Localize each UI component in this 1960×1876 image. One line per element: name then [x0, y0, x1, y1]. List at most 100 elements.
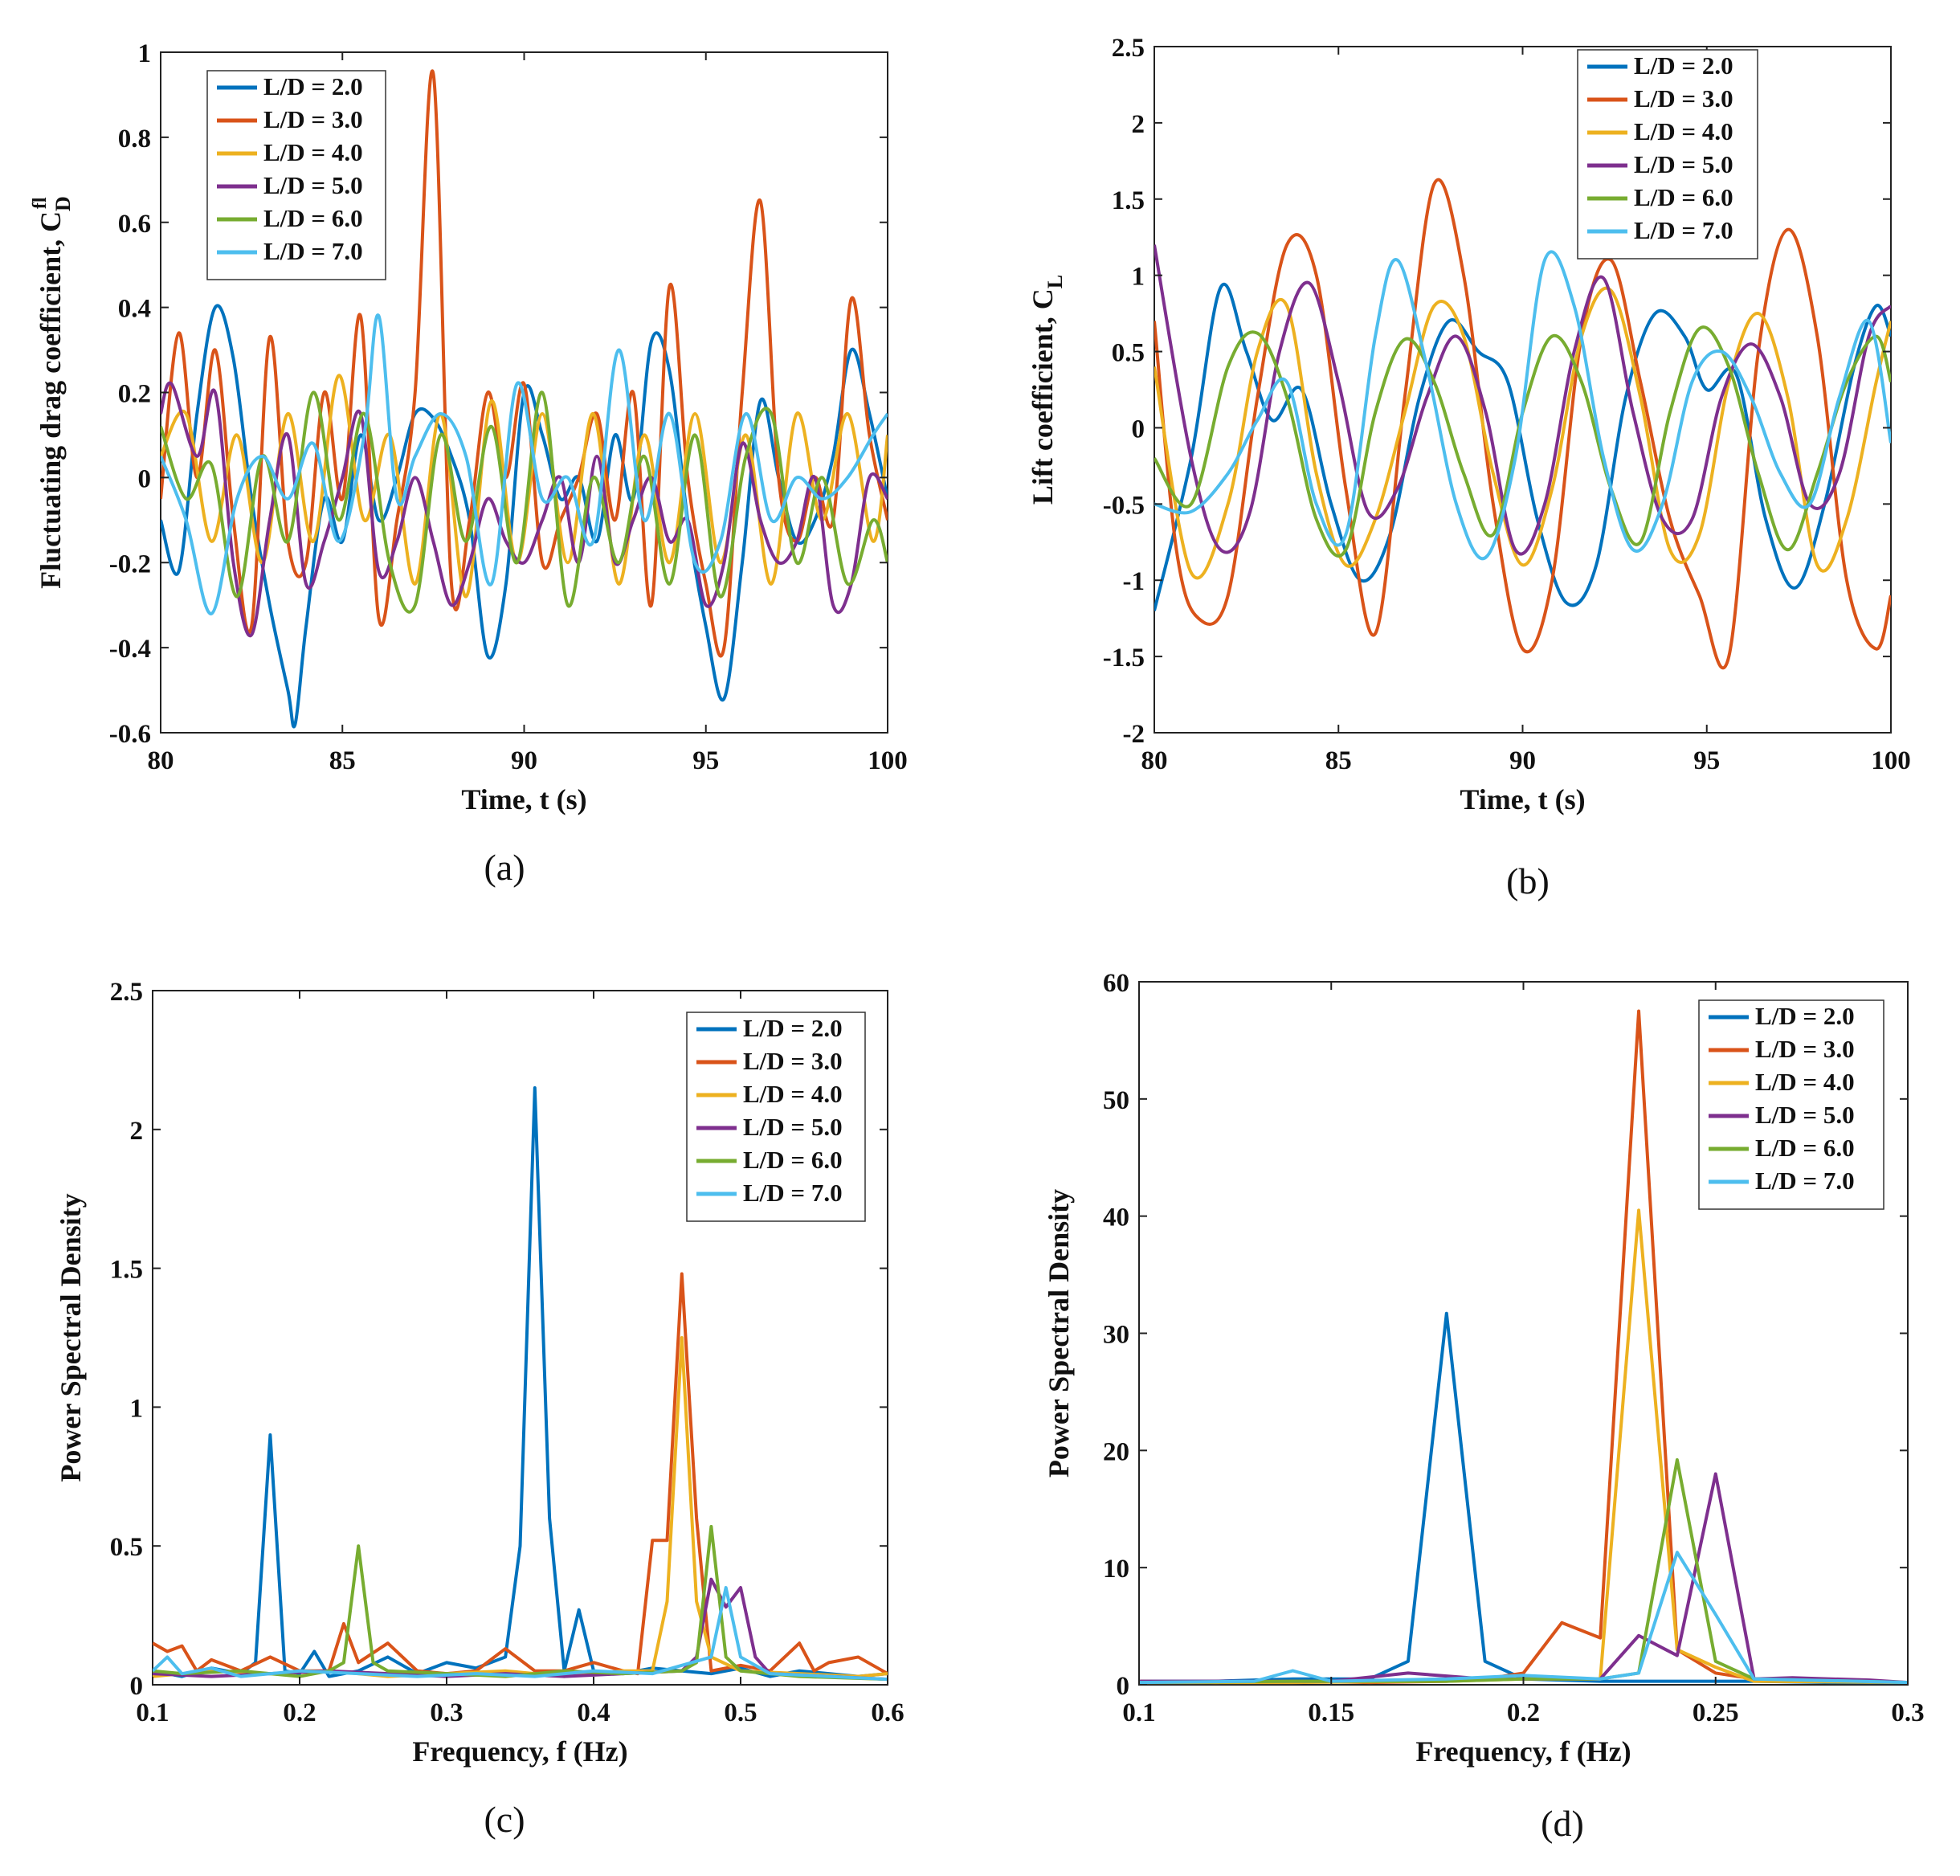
legend-label-d-1: L/D = 2.0	[1755, 1002, 1855, 1030]
y-tick-label-d: 30	[1103, 1321, 1129, 1350]
y-tick-label-c: 2.5	[110, 978, 143, 1007]
x-tick-label-a: 90	[511, 746, 537, 775]
y-axis-label-main-a: Fluctuating drag coefficient, C	[35, 211, 67, 589]
y-axis-label-b: Lift coefficient, CL	[1027, 275, 1067, 505]
y-axis-label-d: Power Spectral Density	[1043, 1189, 1075, 1478]
legend-box-d	[1698, 999, 1884, 1210]
legend-label-c-2: L/D = 3.0	[743, 1047, 843, 1075]
legend-label-a-1: L/D = 2.0	[263, 72, 363, 100]
x-axis-label-a: Time, t (s)	[461, 783, 586, 815]
legend-label-c-5: L/D = 6.0	[743, 1146, 843, 1174]
series-line-b-3	[1154, 286, 1891, 580]
legend-label-a-5: L/D = 6.0	[263, 204, 363, 232]
y-tick-label-b: 2.5	[1112, 34, 1145, 63]
y-tick-label-b: 1	[1132, 263, 1145, 292]
legend-label-d-5: L/D = 6.0	[1755, 1134, 1855, 1162]
y-tick-label-d: 0	[1117, 1672, 1130, 1701]
y-tick-label-c: 0	[130, 1672, 144, 1701]
x-tick-label-c: 0.6	[871, 1698, 904, 1727]
y-tick-label-a: 0.2	[118, 380, 151, 409]
y-axis-label-a: Fluctuating drag coefficient, CDfl	[30, 196, 75, 589]
y-tick-label-b: -0.5	[1103, 491, 1145, 520]
legend-label-d-4: L/D = 5.0	[1755, 1101, 1855, 1129]
legend-label-d-3: L/D = 4.0	[1755, 1068, 1855, 1096]
series-line-b-2	[1154, 178, 1891, 670]
x-axis-label-b: Time, t (s)	[1460, 783, 1585, 815]
y-axis-label-sup-a: fl	[30, 197, 51, 209]
caption-d: (d)	[1541, 1803, 1584, 1844]
x-axis-label-d: Frequency, f (Hz)	[1415, 1735, 1631, 1768]
y-tick-label-c: 1.5	[110, 1256, 143, 1285]
legend-box-b	[1577, 49, 1758, 260]
caption-b: (b)	[1506, 860, 1550, 901]
series-line-d-6	[1139, 1551, 1908, 1685]
y-tick-label-c: 0.5	[110, 1533, 143, 1562]
legend-box-c	[686, 1012, 866, 1222]
y-tick-label-b: -1	[1123, 567, 1145, 596]
plot-area-b	[1154, 46, 1892, 734]
series-line-b-6	[1154, 250, 1891, 561]
chart-d: 0.1 0.15 0.2 0.25 0.3 0 10 20 30 40 50 60 Frequency,…	[1043, 969, 1925, 1844]
legend-box-a	[206, 70, 386, 280]
series-group-c	[153, 1085, 888, 1682]
x-axis-label-c: Frequency, f (Hz)	[412, 1735, 627, 1768]
x-tick-label-d: 0.3	[1891, 1698, 1924, 1727]
legend-label-a-4: L/D = 5.0	[263, 171, 363, 199]
series-group-b	[1154, 178, 1891, 670]
x-tick-label-c: 0.1	[136, 1698, 169, 1727]
legend-label-a-3: L/D = 4.0	[263, 138, 363, 166]
x-tick-label-c: 0.2	[283, 1698, 316, 1727]
series-line-d-3	[1139, 1208, 1908, 1685]
legend-label-b-1: L/D = 2.0	[1634, 51, 1733, 80]
series-line-d-5	[1139, 1458, 1908, 1685]
x-tick-label-d: 0.1	[1122, 1698, 1155, 1727]
legend-label-b-2: L/D = 3.0	[1634, 84, 1733, 112]
series-line-a-5	[161, 390, 888, 614]
y-tick-label-d: 40	[1103, 1204, 1129, 1232]
x-tick-label-d: 0.2	[1507, 1698, 1540, 1727]
y-tick-label-b: 0.5	[1112, 339, 1145, 368]
legend-label-b-5: L/D = 6.0	[1634, 183, 1733, 211]
y-axis-label-c: Power Spectral Density	[55, 1193, 87, 1482]
x-tick-label-a: 100	[868, 746, 908, 775]
y-tick-label-a: -0.2	[109, 550, 151, 578]
x-tick-label-b: 90	[1509, 746, 1536, 775]
legend-label-d-2: L/D = 3.0	[1755, 1035, 1855, 1063]
chart-b: 80 85 90 95 100 -2 -1.5 -1 -0.5 0 0.5 1 1.5 2 2.5 Time,…	[1027, 34, 1911, 901]
x-tick-label-d: 0.25	[1693, 1698, 1739, 1727]
x-tick-label-b: 95	[1693, 746, 1720, 775]
x-tick-label-c: 0.5	[724, 1698, 757, 1727]
y-tick-label-a: 0.4	[118, 295, 151, 324]
x-tick-label-b: 80	[1141, 746, 1168, 775]
y-tick-label-a: 1	[138, 39, 152, 68]
legend-label-a-2: L/D = 3.0	[263, 105, 363, 133]
series-line-d-4	[1139, 1472, 1908, 1685]
x-tick-label-a: 85	[329, 746, 356, 775]
y-axis-label-main-b: Lift coefficient, C	[1027, 288, 1059, 505]
x-tick-label-b: 100	[1871, 746, 1911, 775]
series-line-c-2	[153, 1272, 888, 1676]
x-tick-label-d: 0.15	[1308, 1698, 1354, 1727]
chart-c: 0.1 0.2 0.3 0.4 0.5 0.6 0 0.5 1 1.5 2 2.5 Frequency,…	[55, 978, 904, 1840]
y-tick-label-b: 2	[1132, 110, 1145, 139]
y-tick-label-b: -1.5	[1103, 644, 1145, 672]
legend-label-c-1: L/D = 2.0	[743, 1014, 843, 1042]
legend-label-b-6: L/D = 7.0	[1634, 216, 1733, 244]
caption-a: (a)	[484, 847, 525, 888]
x-tick-label-c: 0.3	[430, 1698, 463, 1727]
legend-label-b-4: L/D = 5.0	[1634, 150, 1733, 178]
legend-label-b-3: L/D = 4.0	[1634, 117, 1733, 145]
y-tick-label-d: 50	[1103, 1086, 1129, 1115]
series-line-b-1	[1154, 283, 1891, 611]
y-tick-label-a: 0.6	[118, 210, 151, 239]
y-axis-label-sub-b: L	[1043, 275, 1067, 288]
y-tick-label-b: 0	[1132, 415, 1145, 443]
x-tick-label-a: 80	[148, 746, 174, 775]
y-tick-label-a: -0.6	[109, 720, 151, 749]
y-tick-label-c: 1	[130, 1394, 144, 1423]
x-tick-label-b: 85	[1325, 746, 1352, 775]
legend-label-c-4: L/D = 5.0	[743, 1113, 843, 1141]
y-tick-label-c: 2	[130, 1117, 144, 1146]
series-group-d	[1139, 1009, 1908, 1685]
